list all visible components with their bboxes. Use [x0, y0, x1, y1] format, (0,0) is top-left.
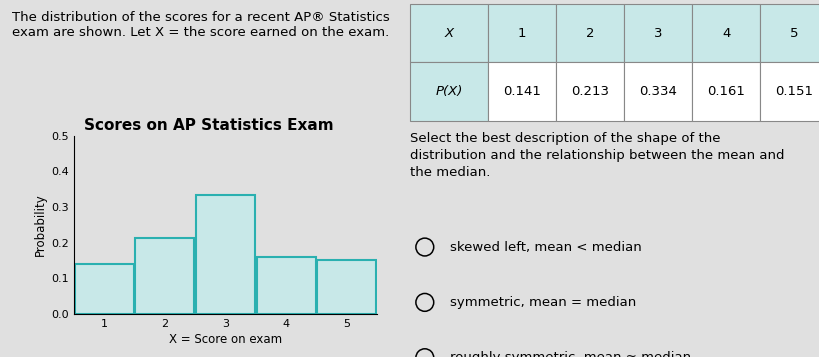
Text: 1: 1: [517, 26, 525, 40]
Bar: [555, 4, 623, 62]
Bar: [75, 264, 133, 314]
Bar: [759, 4, 819, 62]
Bar: [691, 62, 759, 121]
Text: roughly symmetric, mean ≈ median: roughly symmetric, mean ≈ median: [450, 351, 690, 357]
Text: 0.141: 0.141: [502, 85, 540, 99]
Bar: [555, 62, 623, 121]
Text: 3: 3: [653, 26, 662, 40]
Text: 2: 2: [585, 26, 593, 40]
Bar: [623, 62, 691, 121]
Bar: [487, 62, 555, 121]
Bar: [410, 4, 487, 62]
Text: P(X): P(X): [435, 85, 462, 99]
Text: 0.213: 0.213: [570, 85, 608, 99]
Text: 0.334: 0.334: [638, 85, 676, 99]
Text: Select the best description of the shape of the
distribution and the relationshi: Select the best description of the shape…: [410, 132, 784, 179]
Bar: [196, 195, 255, 314]
Bar: [317, 260, 376, 314]
Text: The distribution of the scores for a recent AP® Statistics
exam are shown. Let X: The distribution of the scores for a rec…: [12, 11, 389, 39]
Bar: [487, 4, 555, 62]
Bar: [691, 4, 759, 62]
Text: 4: 4: [721, 26, 730, 40]
Bar: [623, 4, 691, 62]
Bar: [410, 62, 487, 121]
Bar: [135, 238, 194, 314]
Text: 5: 5: [789, 26, 798, 40]
Text: 0.151: 0.151: [774, 85, 812, 99]
Y-axis label: Probability: Probability: [34, 193, 47, 256]
Bar: [256, 257, 315, 314]
Text: Scores on AP Statistics Exam: Scores on AP Statistics Exam: [84, 118, 333, 133]
Text: skewed left, mean < median: skewed left, mean < median: [450, 241, 640, 253]
Text: X: X: [444, 26, 453, 40]
Text: 0.161: 0.161: [706, 85, 744, 99]
Bar: [759, 62, 819, 121]
X-axis label: X = Score on exam: X = Score on exam: [169, 333, 282, 346]
Text: symmetric, mean = median: symmetric, mean = median: [450, 296, 636, 309]
